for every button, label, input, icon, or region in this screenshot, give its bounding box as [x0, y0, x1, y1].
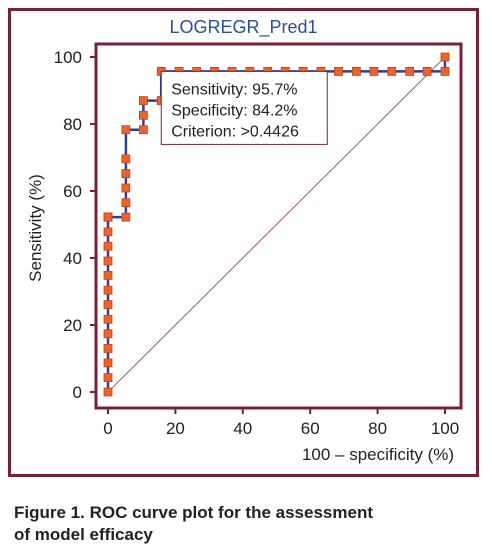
roc-point: [121, 154, 131, 164]
x-tick-label: 0: [103, 419, 112, 438]
axis-labels: 100 – specificity (%) Sensitivity (%): [26, 174, 454, 464]
roc-point: [440, 52, 450, 62]
reference-diagonal: [107, 56, 446, 393]
y-tick-label: 20: [63, 316, 82, 335]
annotation-box: Sensitivity: 95.7% Specificity: 84.2% Crit…: [160, 70, 328, 145]
roc-point: [121, 183, 131, 193]
axes: 0 20 40 60 80 100 0 20 40 60 80 100: [54, 42, 463, 438]
roc-point: [103, 373, 113, 382]
roc-point: [121, 125, 131, 135]
roc-point: [440, 67, 450, 76]
annotation-frame: [160, 70, 328, 145]
roc-point: [369, 67, 379, 76]
roc-point: [103, 344, 113, 353]
roc-chart: 0 20 40 60 80 100 0 20 40 60 80 100 Sensitivity: 95…: [26, 42, 463, 464]
x-tick-label: 100: [431, 419, 459, 438]
roc-point: [138, 110, 148, 120]
y-tick-label: 60: [63, 182, 82, 201]
x-tick-label: 80: [368, 419, 387, 438]
roc-point: [103, 271, 113, 280]
x-tick-label: 40: [233, 419, 252, 438]
roc-point: [103, 227, 113, 237]
roc-point: [103, 256, 113, 266]
roc-point: [121, 198, 131, 208]
roc-point: [387, 67, 397, 76]
roc-point: [405, 67, 415, 76]
roc-point: [422, 67, 432, 76]
caption-line-1: Figure 1. ROC curve plot for the assessm…: [14, 503, 373, 522]
plot-area-border: [94, 42, 463, 410]
y-tick-label: 80: [63, 115, 82, 134]
roc-point: [138, 125, 148, 135]
roc-point: [138, 96, 148, 105]
roc-point: [103, 212, 113, 222]
x-tick-label: 20: [166, 419, 185, 438]
roc-point: [103, 300, 113, 309]
roc-point: [103, 358, 113, 368]
roc-point: [103, 241, 113, 251]
roc-point: [103, 285, 113, 295]
roc-point: [334, 67, 343, 76]
roc-point: [351, 67, 361, 76]
roc-point: [103, 387, 113, 397]
y-tick-label: 40: [63, 249, 82, 268]
chart-title: LOGREGR_Pred1: [169, 17, 318, 37]
y-tick-label: 0: [73, 383, 82, 402]
y-tick-label: 100: [54, 48, 82, 67]
roc-point: [121, 169, 131, 178]
diagonal-line: [107, 56, 446, 393]
roc-point: [121, 212, 131, 222]
roc-point: [103, 314, 113, 324]
figure-caption: Figure 1. ROC curve plot for the assessm…: [14, 502, 480, 546]
y-axis-label: Sensitivity (%): [26, 174, 45, 282]
x-axis-label: 100 – specificity (%): [302, 445, 454, 464]
annotation-line: Criterion: >0.4426: [171, 123, 299, 140]
caption-line-2: of model efficacy: [14, 525, 153, 544]
annotation-line: Specificity: 84.2%: [171, 102, 297, 119]
x-tick-label: 60: [301, 419, 320, 438]
roc-point: [103, 329, 113, 339]
annotation-line: Sensitivity: 95.7%: [171, 81, 297, 98]
